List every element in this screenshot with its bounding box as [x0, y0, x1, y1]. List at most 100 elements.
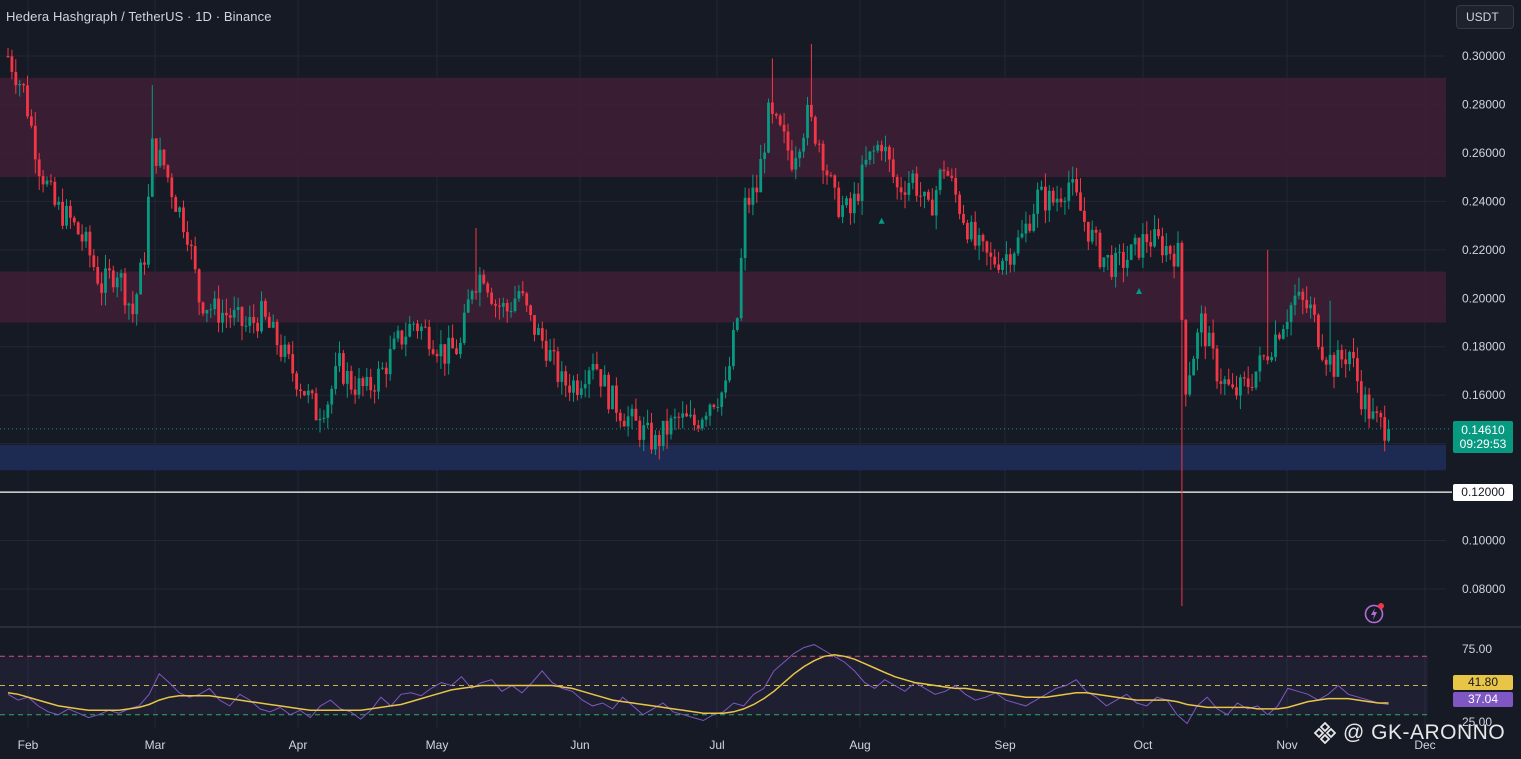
candle-body: [1016, 237, 1020, 254]
candle-body: [303, 391, 306, 396]
currency-selector-button[interactable]: USDT: [1456, 5, 1514, 29]
candle-body: [345, 370, 349, 384]
candle-body: [833, 175, 837, 188]
candle-body: [174, 197, 178, 212]
month-tick-label: Aug: [849, 738, 870, 752]
candle-body: [443, 344, 447, 364]
candle-body: [189, 244, 193, 247]
candle-body: [930, 199, 934, 216]
candle-body: [564, 371, 568, 386]
candle-body: [1203, 313, 1207, 347]
month-tick-label: Feb: [18, 738, 39, 752]
resistance-zone[interactable]: [0, 77, 1446, 178]
candle-body: [80, 234, 84, 242]
candle-body: [420, 326, 423, 332]
candle-body: [1090, 229, 1094, 242]
support-zone[interactable]: [0, 444, 1446, 471]
candle-body: [661, 420, 665, 447]
candle-body: [131, 303, 135, 315]
candle-body: [849, 198, 852, 214]
rsi-pane[interactable]: 75.00 25.00: [0, 642, 1492, 729]
candle-body: [962, 213, 965, 223]
lightning-icon[interactable]: [1364, 602, 1386, 624]
candle-body: [1047, 190, 1051, 211]
candle-body: [1313, 304, 1316, 315]
price-axis[interactable]: 0.30000 0.28000 0.26000 0.24000 0.22000 0.200…: [1462, 49, 1506, 596]
rsi-sma-line: [7, 654, 1389, 714]
candle-body: [1219, 381, 1223, 384]
candle-body: [685, 413, 688, 417]
candle-body: [540, 328, 544, 341]
candle-body: [412, 323, 415, 325]
candle-body: [755, 187, 759, 193]
candle-body: [396, 330, 400, 339]
rsi-tick-label: 75.00: [1462, 642, 1492, 656]
candle-body: [767, 102, 770, 153]
candle-body: [622, 420, 626, 427]
candle-body: [880, 144, 883, 152]
candle-body: [150, 138, 154, 197]
candle-body: [342, 353, 345, 384]
candle-body: [314, 393, 318, 421]
candle-body: [1379, 413, 1383, 418]
candle-body: [244, 325, 248, 327]
candle-body: [552, 349, 556, 352]
candle-body: [615, 385, 618, 413]
candle-body: [1114, 252, 1117, 277]
candle-body: [1270, 357, 1273, 361]
candle-body: [704, 415, 708, 420]
rsi-value-label: 37.04: [1453, 692, 1513, 707]
candle-body: [747, 197, 751, 205]
candle-body: [798, 151, 802, 159]
candle-body: [1141, 234, 1145, 258]
candle-body: [1359, 381, 1363, 410]
candle-body: [626, 416, 630, 427]
candle-body: [802, 137, 805, 152]
candle-body: [166, 165, 170, 178]
candle-body: [1363, 394, 1367, 410]
candles: [6, 43, 1390, 606]
candle-body: [76, 222, 80, 235]
candle-body: [18, 84, 22, 86]
candle-body: [1301, 291, 1305, 300]
candle-body: [1387, 428, 1390, 441]
candle-body: [100, 283, 103, 293]
candle-body: [856, 193, 860, 201]
month-tick-label: Mar: [145, 738, 166, 752]
candle-body: [657, 435, 661, 447]
time-axis[interactable]: Feb Mar Apr May Jun Jul Aug Sep Oct Nov Dec: [18, 738, 1436, 752]
price-tick-label: 0.10000: [1462, 534, 1506, 548]
candle-body: [1367, 394, 1371, 419]
candle-body: [1012, 253, 1016, 265]
candle-body: [1266, 356, 1270, 361]
candle-body: [825, 170, 829, 176]
candle-body: [498, 305, 501, 307]
candle-body: [1281, 329, 1285, 339]
candle-body: [65, 205, 68, 226]
candle-body: [533, 315, 536, 335]
candle-body: [618, 412, 622, 421]
candle-body: [611, 385, 614, 410]
candle-body: [942, 169, 946, 172]
price-tick-label: 0.30000: [1462, 49, 1506, 63]
candle-body: [560, 371, 564, 382]
candle-body: [782, 124, 786, 132]
signal-marker: [1136, 288, 1142, 295]
candle-body: [1083, 210, 1086, 222]
candle-body: [1153, 229, 1156, 247]
candle-body: [1020, 233, 1024, 238]
candle-body: [696, 425, 700, 429]
resistance-zone[interactable]: [0, 271, 1446, 323]
rsi-line: [7, 644, 1389, 725]
price-tick-label: 0.26000: [1462, 146, 1506, 160]
candle-body: [357, 378, 361, 395]
candle-body: [1036, 189, 1039, 214]
candle-body: [1086, 221, 1090, 242]
candle-body: [22, 84, 25, 86]
candle-body: [630, 408, 634, 417]
candle-body: [1180, 242, 1184, 320]
candle-body: [1340, 349, 1344, 360]
candle-body: [572, 380, 575, 393]
signal-marker: [878, 217, 885, 224]
